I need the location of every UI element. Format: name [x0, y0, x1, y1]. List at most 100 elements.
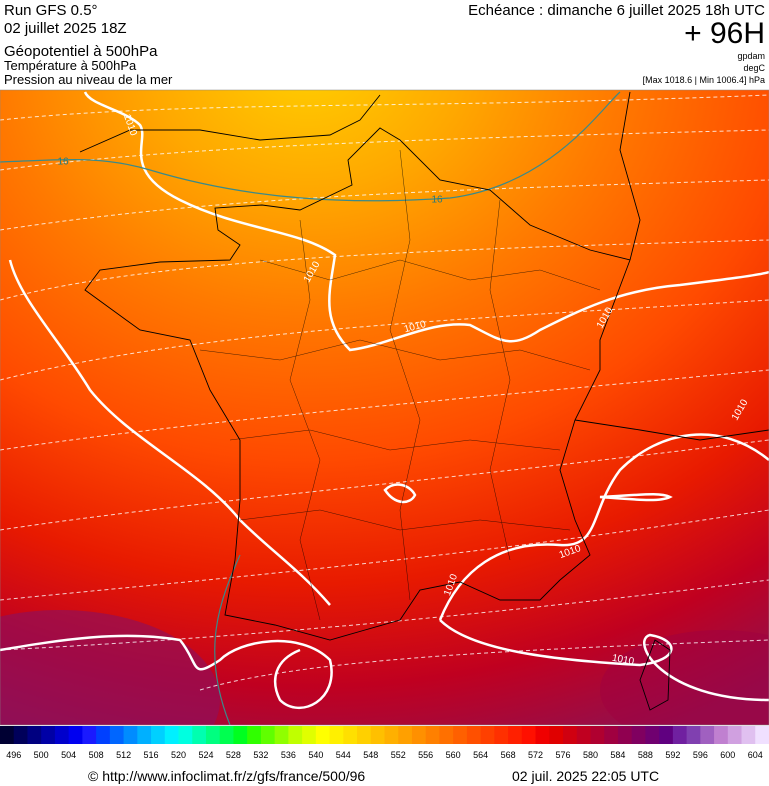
- colorbar-swatch: [370, 726, 385, 744]
- colorbar-label: 604: [748, 750, 763, 760]
- colorbar-label: 540: [308, 750, 323, 760]
- field: [600, 630, 769, 725]
- colorbar-swatch: [700, 726, 715, 744]
- colorbar-swatch: [659, 726, 674, 744]
- colorbar-swatch: [288, 726, 303, 744]
- contour-label: 1010: [611, 653, 635, 668]
- colorbar-label: 508: [89, 750, 104, 760]
- colorbar: 496 500 504 508 512 516 520 524 528 532 536 540 544 5…: [0, 726, 769, 760]
- colorbar-swatch: [0, 726, 15, 744]
- colorbar-swatch: [672, 726, 688, 744]
- colorbar-swatch: [109, 726, 125, 744]
- run-date: 02 juillet 2025 18Z: [4, 20, 127, 37]
- colorbar-swatch: [13, 726, 28, 744]
- colorbar-swatch: [549, 726, 564, 744]
- colorbar-swatch: [343, 726, 358, 744]
- colorbar-label: 520: [171, 750, 186, 760]
- colorbar-swatch: [96, 726, 111, 744]
- colorbar-swatch: [466, 726, 482, 744]
- colorbar-swatch: [727, 726, 743, 744]
- colorbar-swatch: [192, 726, 207, 744]
- colorbar-swatch: [563, 726, 578, 744]
- colorbar-label: 580: [583, 750, 598, 760]
- colorbar-swatch: [645, 726, 660, 744]
- unit: gpdam: [737, 51, 765, 61]
- colorbar-label: 564: [473, 750, 488, 760]
- colorbar-swatch: [178, 726, 193, 744]
- colorbar-swatch: [274, 726, 289, 744]
- colorbar-swatch: [219, 726, 234, 744]
- unit: [Max 1018.6 | Min 1006.4] hPa: [643, 75, 765, 85]
- colorbar-swatch: [205, 726, 221, 744]
- colorbar-label: 560: [446, 750, 461, 760]
- contour-label: 16: [431, 195, 443, 206]
- contour-label: 16: [57, 157, 69, 168]
- colorbar-swatch: [164, 726, 180, 744]
- colorbar-swatch: [425, 726, 440, 744]
- colorbar-swatch: [398, 726, 413, 744]
- unit: degC: [743, 63, 765, 73]
- colorbar-swatch: [604, 726, 619, 744]
- coastline: [79, 91, 769, 711]
- colorbar-swatch: [329, 726, 344, 744]
- colorbar-label: 548: [363, 750, 378, 760]
- colorbar-swatch: [54, 726, 70, 744]
- colorbar-label: 576: [556, 750, 571, 760]
- colorbar-swatch: [357, 726, 372, 744]
- colorbar-swatch: [137, 726, 152, 744]
- run-label: Run GFS 0.5°: [4, 2, 98, 19]
- colorbar-label: 496: [6, 750, 21, 760]
- colorbar-label: 528: [226, 750, 241, 760]
- colorbar-swatch: [315, 726, 331, 744]
- colorbar-label: 588: [638, 750, 653, 760]
- colorbar-swatch: [686, 726, 701, 744]
- colorbar-label: 596: [693, 750, 708, 760]
- colorbar-swatch: [233, 726, 248, 744]
- colorbar-label: 504: [61, 750, 76, 760]
- colorbar-swatch: [411, 726, 427, 744]
- colorbar-label: 592: [665, 750, 680, 760]
- colorbar-swatch: [714, 726, 729, 744]
- colorbar-label: 572: [528, 750, 543, 760]
- colorbar-swatch: [755, 726, 769, 744]
- colorbar-swatch: [590, 726, 605, 744]
- colorbar-label: 532: [253, 750, 268, 760]
- field-label: Pression au niveau de la mer: [4, 72, 173, 87]
- colorbar-swatch: [508, 726, 523, 744]
- colorbar-swatch: [576, 726, 591, 744]
- source: © http://www.infoclimat.fr/z/gfs/france/…: [88, 768, 365, 784]
- colorbar-swatch: [27, 726, 42, 744]
- colorbar-swatch: [41, 726, 56, 744]
- colorbar-swatch: [439, 726, 454, 744]
- valid-time: Echéance : dimanche 6 juillet 2025 18h U…: [468, 2, 765, 19]
- colorbar-swatch: [151, 726, 166, 744]
- pressure-contours: [0, 91, 769, 710]
- colorbar-label: 556: [418, 750, 433, 760]
- colorbar-label: 512: [116, 750, 131, 760]
- colorbar-swatch: [480, 726, 495, 744]
- colorbar-label: 524: [198, 750, 213, 760]
- colorbar-label: 500: [34, 750, 49, 760]
- colorbar-label: 568: [501, 750, 516, 760]
- colorbar-swatch: [631, 726, 646, 744]
- colorbar-label: 552: [391, 750, 406, 760]
- colorbar-swatch: [384, 726, 399, 744]
- colorbar-swatch: [260, 726, 276, 744]
- colorbar-swatch: [521, 726, 537, 744]
- colorbar-swatch: [123, 726, 138, 744]
- map-frame: [0, 89, 769, 726]
- colorbar-label: 516: [144, 750, 159, 760]
- timestamp: 02 juil. 2025 22:05 UTC: [512, 768, 659, 784]
- colorbar-label: 544: [336, 750, 351, 760]
- colorbar-swatch: [617, 726, 633, 744]
- regions: [199, 149, 601, 621]
- colorbar-label: 536: [281, 750, 296, 760]
- colorbar-label: 584: [610, 750, 625, 760]
- field-label: Géopotentiel à 500hPa: [4, 43, 158, 60]
- lead-time: + 96H: [684, 17, 765, 50]
- colorbar-swatch: [247, 726, 262, 744]
- field-label: Température à 500hPa: [4, 58, 137, 73]
- colorbar-swatch: [302, 726, 317, 744]
